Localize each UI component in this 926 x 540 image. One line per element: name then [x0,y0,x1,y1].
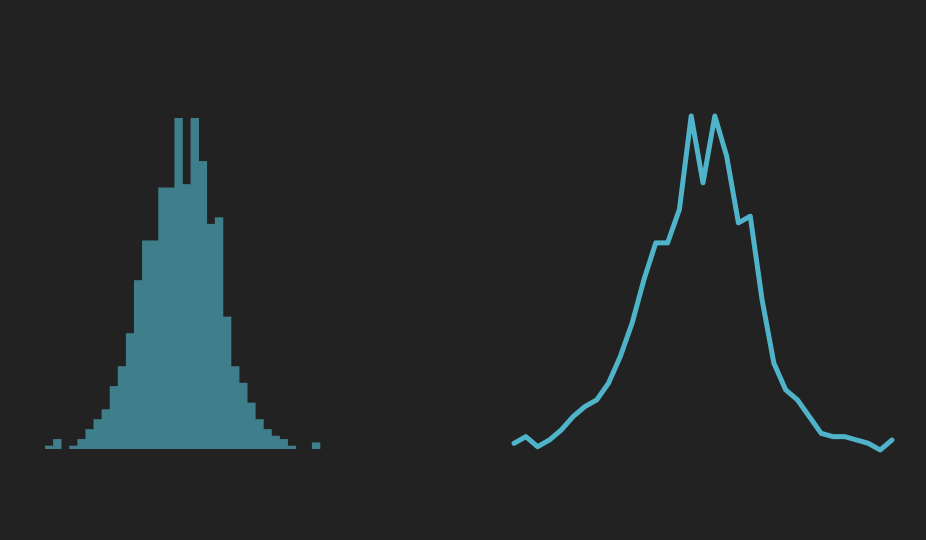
line-chart [511,113,895,453]
histogram-bar [150,240,159,449]
histogram-bar [247,402,256,449]
histogram-bar [142,240,151,449]
histogram-chart [45,118,321,449]
histogram-bar [279,439,288,449]
histogram-bar [190,118,199,449]
histogram-bar [287,445,297,449]
histogram-bar [166,187,175,449]
histogram-bar [231,366,240,449]
histogram-bar [101,409,111,449]
line-series [511,113,895,453]
histogram-bar [255,419,264,449]
histogram-bar [125,333,135,449]
histogram-bar [222,316,232,449]
histogram-bar [174,118,183,449]
histogram-bar [85,429,94,449]
histogram-bar [117,366,127,449]
histogram-bar [133,280,143,449]
histogram-bar [77,439,86,449]
histogram-bar [271,435,280,449]
histogram-bar [311,442,321,449]
histogram-bar [109,386,119,449]
histogram-bar [158,187,167,449]
histogram-bar [214,217,224,449]
histogram-bar [198,161,208,449]
histogram-bar [263,429,272,449]
histogram-bar [69,445,78,449]
histogram-bar [93,419,102,449]
histogram-bar [182,184,191,449]
histogram-bar [53,439,62,449]
histogram-bar [206,223,216,449]
histogram-bar [45,445,54,449]
histogram-bar [239,382,248,449]
